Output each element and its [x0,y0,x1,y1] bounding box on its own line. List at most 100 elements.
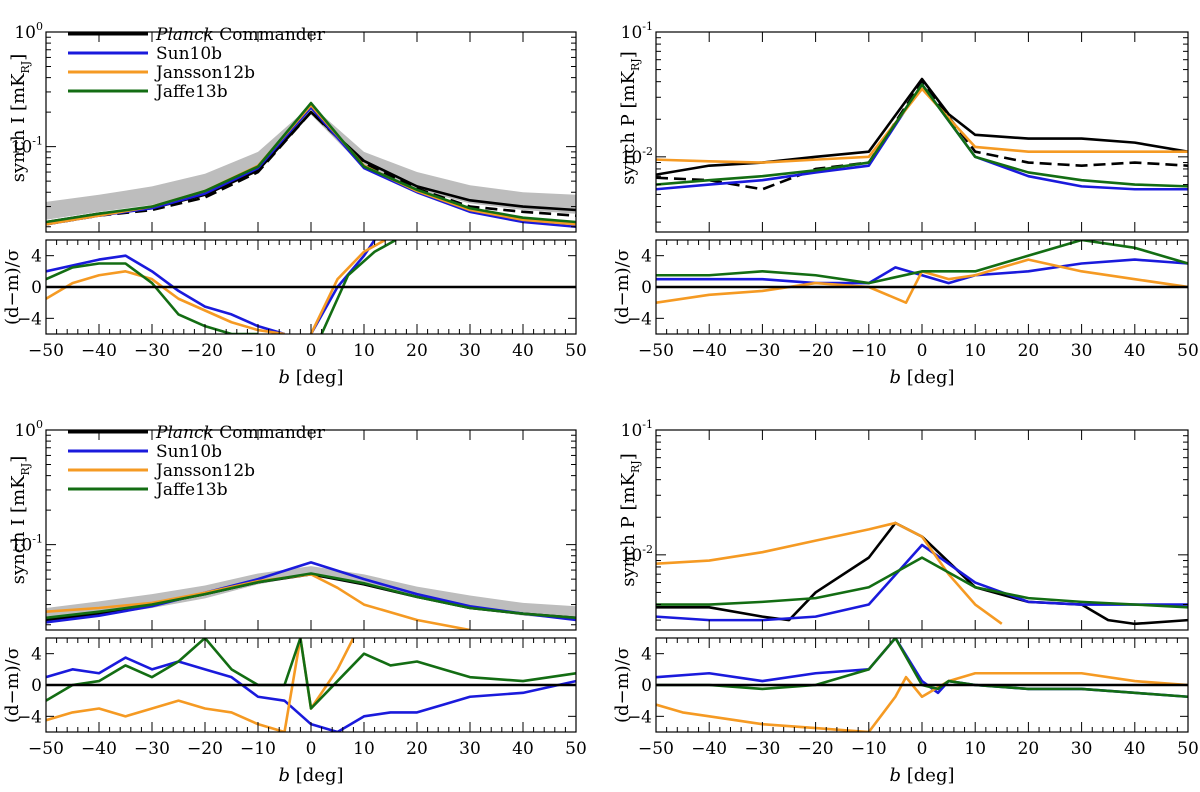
residual-line-jaffe13b [46,262,258,334]
x-tick-label: 0 [917,739,928,759]
x-tick-label: −40 [691,341,727,361]
residual-line-sun10b [656,258,1188,285]
residual-plot-area [656,240,1188,304]
y-tick-base: 10 [11,138,33,158]
series-line-planck-commander-dash [656,80,1188,191]
legend-planck-label: Planck Commander [155,25,326,45]
residual-y-tick-label: 4 [641,645,652,665]
y-tick-label: 10-1 [621,20,653,43]
residual-panel-top-left: 40−4−50 −40 −30 −20 −10 0 10 20 30 40 50(d−m)/σb [… [2,239,587,388]
x-tick-label: −10 [240,739,276,759]
x-tick-label: −10 [851,341,887,361]
legend-sun-label: Sun10b [156,442,222,462]
x-tick-label: −30 [744,739,780,759]
residual-y-tick-label: −4 [627,309,652,329]
x-label-symbol: b [890,765,907,786]
y-label-main: synch P [mK [618,472,639,586]
x-tick-label: 20 [406,341,428,361]
y-tick-label: 100 [14,418,43,441]
residual-line-sun10b [46,656,576,732]
x-axis-label: b [deg] [279,367,344,388]
residual-y-tick-label: 0 [641,278,652,298]
x-tick-label: 0 [306,739,317,759]
x-tick-label: 30 [1071,341,1093,361]
y-tick-base: 10 [14,23,36,43]
y-tick-base: 10 [621,148,643,168]
series-line-jaffe13b-solid [656,83,1188,188]
uncertainty-band [46,566,576,623]
y-tick-label: 100 [14,20,43,43]
series-line-sun10b-solid [656,83,1188,191]
x-tick-label: 40 [512,739,534,759]
series-line-sun10b-solid [656,543,1188,622]
y-tick-label: 10-2 [621,145,653,168]
legend-bottom: Planck Commander Sun10b Jansson12b Jaffe… [68,423,326,500]
residual-plot-area [46,240,397,334]
series-line-planck-commander-dash [46,110,576,226]
y-tick-base: 10 [621,421,643,441]
x-tick-label: 40 [512,341,534,361]
x-tick-label: −20 [187,341,223,361]
plot-frame [655,31,1189,233]
y-axis-label: synch I [mKRJ] [8,54,32,183]
y-tick-base: 10 [11,536,33,556]
x-tick-label: 50 [1177,341,1199,361]
y-axis-label: synch P [mKRJ] [618,51,642,185]
legend-sun-label: Sun10b [156,44,222,64]
uncertainty-band [46,105,576,220]
x-tick-label: 40 [1124,341,1146,361]
y-tick-exponent: 0 [36,20,43,33]
x-tick-label: 20 [406,739,428,759]
y-label-sub: RJ [19,463,32,476]
y-tick-label: 10-1 [11,533,43,556]
legend-jaffe-label: Jaffe13b [154,480,228,500]
residual-y-tick-label: 4 [641,247,652,267]
residual-line-jaffe13b [46,638,576,710]
residual-panel-bottom-left: 40−4−50 −40 −30 −20 −10 0 10 20 30 40 50(d−m)/σb [… [2,637,587,786]
residual-line-jansson12b [46,270,285,334]
residual-y-tick-label: 4 [31,645,42,665]
x-tick-label: −40 [691,739,727,759]
y-label-sub: RJ [629,460,642,473]
residual-y-tick-label: 0 [31,278,42,298]
x-label-unit: [deg] [296,765,344,786]
residual-y-tick-label: −4 [17,309,42,329]
y-label-bracket: ] [8,54,29,61]
y-tick-exponent: 0 [36,418,43,431]
residual-y-axis-label: (d−m)/σ [2,249,23,325]
plot-frame [655,429,1189,631]
x-tick-label: 20 [1018,739,1040,759]
residual-line-jansson12b [656,258,1188,304]
y-tick-base: 10 [621,23,643,43]
plot-area [656,77,1188,191]
y-label-main: synch I [mK [8,475,29,584]
x-tick-label: −50 [638,739,674,759]
legend-planck-label: Planck Commander [155,423,326,443]
series-line-planck-commander-solid [656,77,1188,176]
series-line-jansson12b-solid [656,87,1188,164]
residual-plot-area [656,638,1188,732]
x-tick-label: 10 [353,341,375,361]
x-axis-label: b [deg] [279,765,344,786]
y-label-bracket: ] [618,51,639,58]
residual-y-tick-label: 4 [31,247,42,267]
y-tick-label: 10-2 [621,543,653,566]
y-label-sub: RJ [629,58,642,71]
x-tick-label: 0 [917,341,928,361]
y-tick-base: 10 [621,546,643,566]
y-axis-label: synch I [mKRJ] [8,456,32,585]
y-tick-label: 10-1 [621,418,653,441]
y-tick-exponent: -2 [642,145,653,158]
legend-jansson-label: Jansson12b [154,63,255,83]
x-tick-label: −10 [851,739,887,759]
y-tick-label: 10-1 [11,135,43,158]
x-tick-label: 10 [964,739,986,759]
residual-y-axis-label: (d−m)/σ [612,647,633,723]
plot-area [46,561,576,630]
y-tick-exponent: -1 [32,533,43,546]
x-tick-label: 50 [565,739,587,759]
